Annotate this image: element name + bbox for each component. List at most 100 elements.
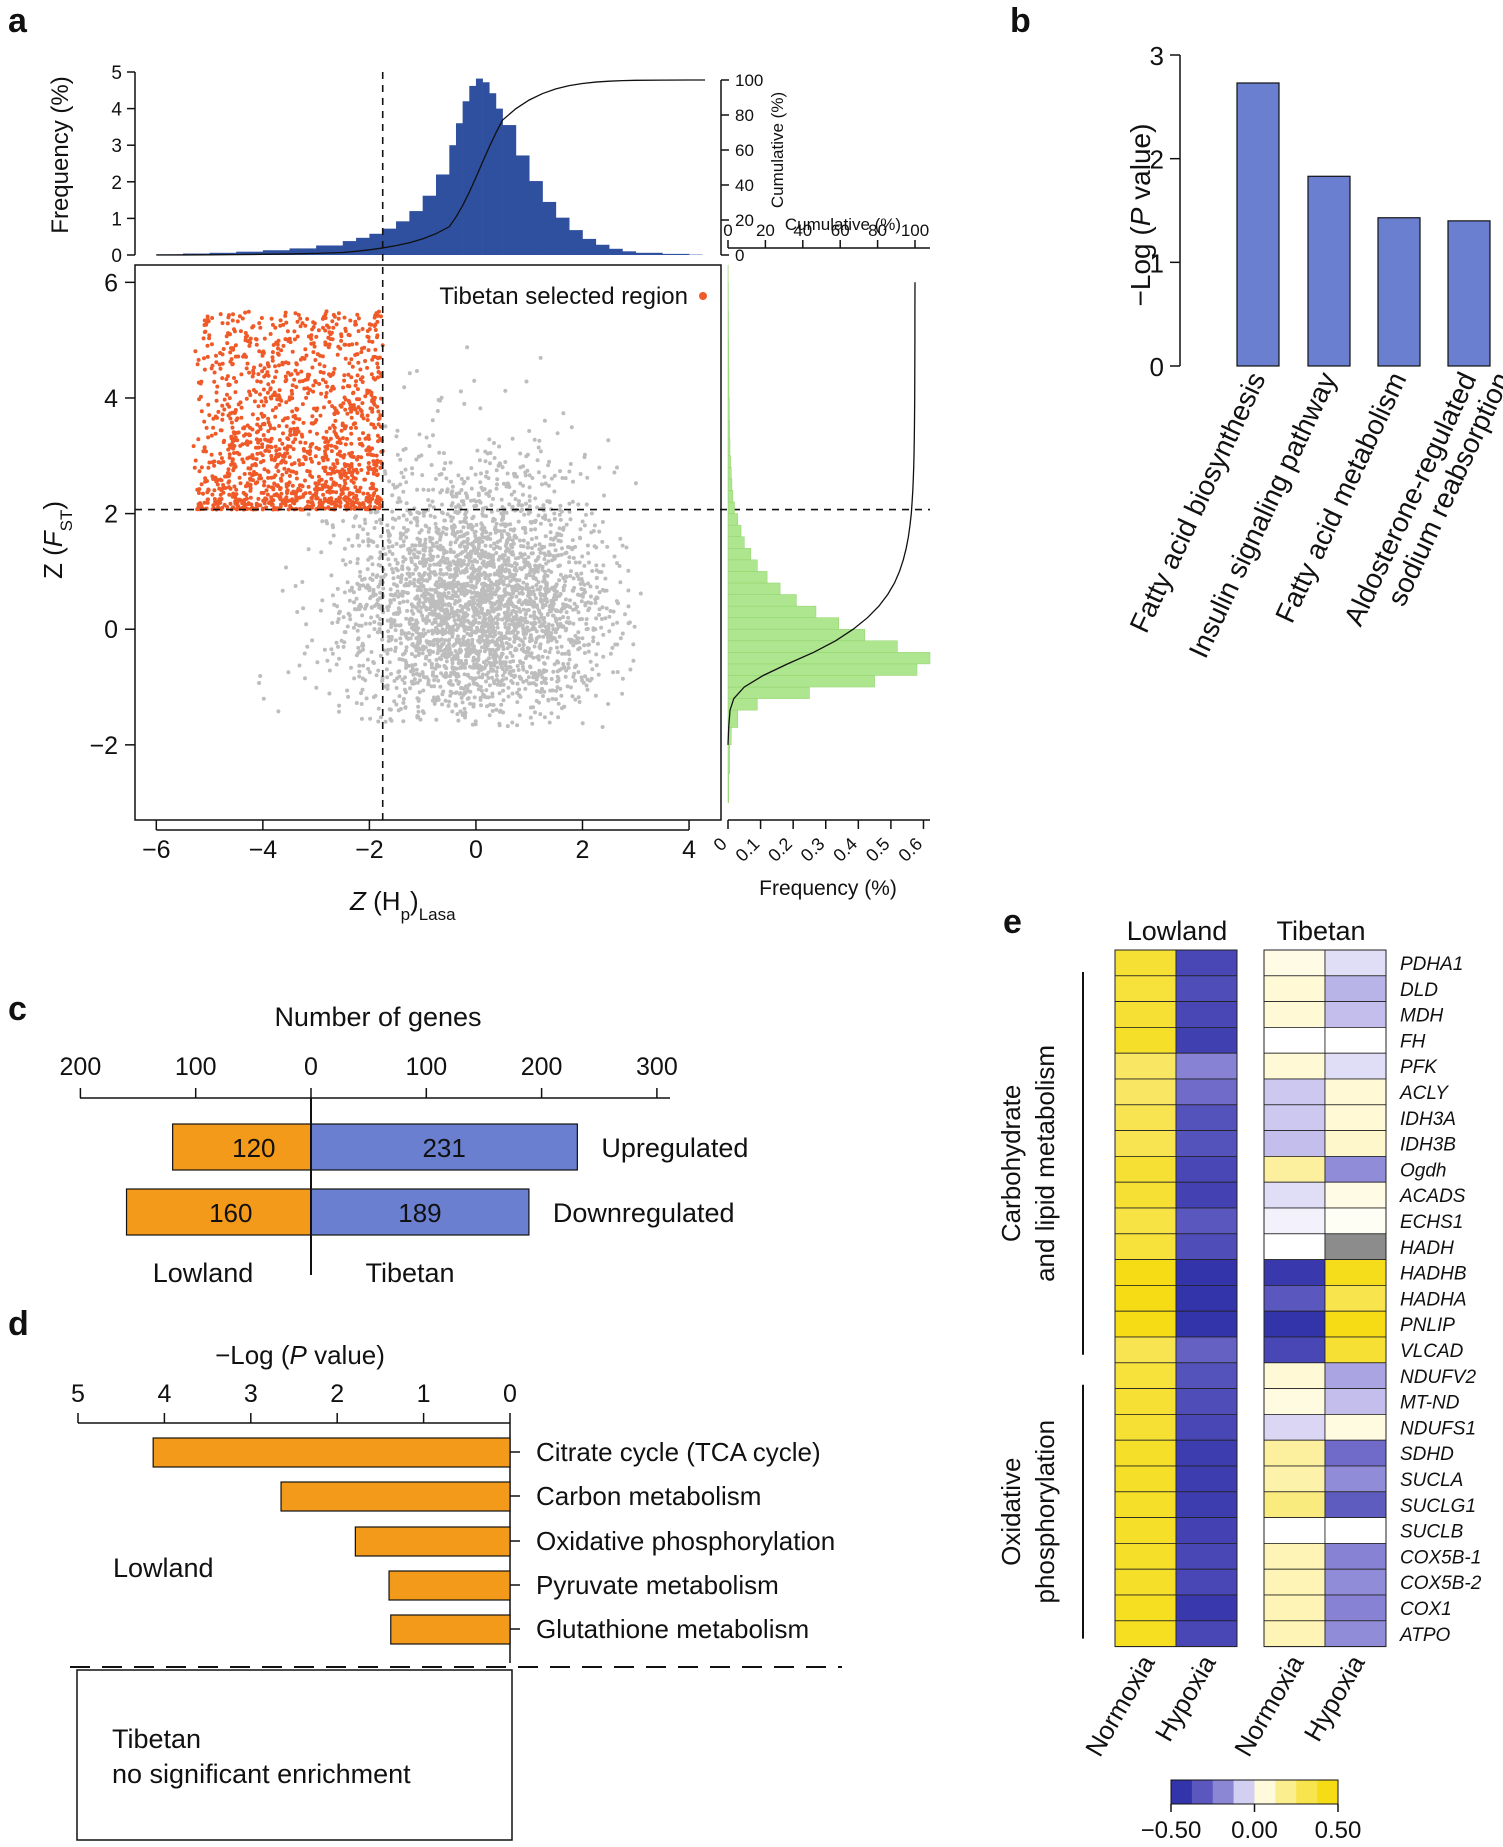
b-category-label: Fatty acid biosynthesis xyxy=(1124,367,1272,637)
heatmap-cell xyxy=(1175,1052,1238,1080)
right-bottom-tick-label: 0 xyxy=(710,834,731,855)
colorbar-segment xyxy=(1275,1780,1297,1804)
right-histogram-bar xyxy=(727,467,732,480)
heatmap-cell xyxy=(1175,1078,1238,1106)
heatmap-gene-label: SDHD xyxy=(1400,1444,1454,1465)
top-cumulative-curve xyxy=(156,79,706,256)
colorbar-segment xyxy=(1212,1780,1234,1804)
heatmap-cell xyxy=(1114,1594,1177,1622)
d-bar xyxy=(388,1570,511,1601)
d-title: −Log (P value) xyxy=(215,1340,385,1370)
c-bar-label-tibetan: 231 xyxy=(422,1133,465,1163)
scatter-x-ticks: −6 −4 −2 0 2 4 xyxy=(142,820,696,864)
heatmap-row-groups: Carbohydrate and lipid metabolism Oxidativ… xyxy=(996,972,1084,1639)
heatmap-cell xyxy=(1114,1052,1177,1080)
heatmap-cell xyxy=(1114,1078,1177,1106)
c-bar-label-lowland: 160 xyxy=(209,1198,252,1228)
top-right-tick-label: 100 xyxy=(735,71,763,90)
b-y-ticks: 0 1 2 3 xyxy=(1150,41,1180,382)
heatmap-gene-labels: PDHA1 DLD MDH FH PFK ACLY IDH3A IDH3B Ogdh ACADS E… xyxy=(1399,954,1482,1646)
b-bars xyxy=(1236,82,1491,367)
d-group-label: Lowland xyxy=(113,1553,214,1583)
right-bottom-tick-label: 0.5 xyxy=(862,834,894,866)
scatter-y-tick-label: 2 xyxy=(104,501,118,529)
heatmap-cell xyxy=(1263,1594,1326,1622)
panel-label-b: b xyxy=(1010,2,1031,40)
top-left-tick-label: 0 xyxy=(111,246,122,267)
top-right-tick-label: 80 xyxy=(735,106,754,125)
top-left-tick-label: 5 xyxy=(111,63,122,84)
heatmap-cell xyxy=(1263,1310,1326,1338)
heatmap-cell xyxy=(1324,1001,1387,1028)
right-histogram-bar xyxy=(727,513,739,526)
right-top-ticks: 0 20 40 60 80 100 xyxy=(723,221,929,248)
heatmap-cell xyxy=(1324,1285,1387,1312)
heatmap-row-group-label: and lipid metabolism xyxy=(1030,1045,1060,1282)
top-y2label: Cumulative (%) xyxy=(768,92,787,208)
scatter-xlabel: Z (Hp)Lasa xyxy=(349,886,456,924)
heatmap-cells xyxy=(1114,949,1387,1648)
top-histogram-bar xyxy=(435,174,450,255)
panel-e-heatmap: Lowland Tibetan PDHA1 DLD MDH FH PFK ACLY IDH3… xyxy=(996,916,1482,1844)
heatmap-cell xyxy=(1324,1336,1387,1364)
scatter-series-selected xyxy=(191,309,385,512)
right-histogram-bar xyxy=(727,559,758,572)
top-histogram-bar xyxy=(455,123,463,256)
top-left-tick-label: 3 xyxy=(111,136,122,157)
heatmap-cell xyxy=(1175,1104,1238,1132)
top-histogram-bar xyxy=(369,233,384,255)
heatmap-cell xyxy=(1114,1620,1177,1648)
heatmap-cell xyxy=(1324,1439,1387,1467)
right-bottom-ticks: 0 0.1 0.2 0.3 0.4 0.5 0.6 xyxy=(710,820,926,866)
d-bar xyxy=(152,1437,511,1468)
heatmap-cell xyxy=(1324,1052,1387,1080)
top-histogram-bar xyxy=(449,145,457,255)
heatmap-cell xyxy=(1324,1362,1387,1390)
heatmap-gene-label: PNLIP xyxy=(1400,1315,1455,1336)
heatmap-gene-label: VLCAD xyxy=(1400,1341,1464,1362)
d-bars: Citrate cycle (TCA cycle) Carbon metaboli… xyxy=(152,1437,835,1645)
top-histogram-bar xyxy=(396,221,410,255)
top-histogram-bar xyxy=(609,248,623,255)
top-histogram-bar xyxy=(209,252,237,255)
right-top-tick-label: 60 xyxy=(831,221,850,240)
heatmap-gene-label: COX5B-1 xyxy=(1400,1547,1481,1568)
heatmap-cell xyxy=(1175,1594,1238,1622)
top-right-tick-label: 40 xyxy=(735,176,754,195)
heatmap-cell xyxy=(1175,1491,1238,1519)
scatter-series-other xyxy=(257,345,643,729)
heatmap-cell xyxy=(1324,1027,1387,1054)
heatmap-cell xyxy=(1175,1156,1238,1183)
right-cumulative-curve xyxy=(727,282,916,745)
heatmap-colorbar: −0.50 0.00 0.50 xyxy=(1141,1779,1361,1844)
c-x-tick-label: 100 xyxy=(405,1053,447,1081)
c-bar-lowland xyxy=(172,1123,312,1171)
heatmap-cell xyxy=(1324,1388,1387,1415)
heatmap-cell xyxy=(1175,1543,1238,1570)
heatmap-gene-label: PFK xyxy=(1400,1057,1438,1078)
heatmap-cell xyxy=(1324,949,1387,977)
heatmap-cell xyxy=(1114,1388,1177,1415)
right-histogram-bar xyxy=(727,397,730,422)
top-histogram-bar xyxy=(502,125,517,255)
heatmap-gene-label: COX1 xyxy=(1400,1599,1452,1620)
top-histogram-bar xyxy=(582,238,597,255)
heatmap-cell xyxy=(1114,1104,1177,1132)
heatmap-cell xyxy=(1263,1130,1326,1157)
top-left-tick-label: 1 xyxy=(111,209,122,230)
d-note-box xyxy=(76,1669,513,1841)
heatmap-gene-label: HADHA xyxy=(1400,1289,1467,1310)
right-histogram-bar xyxy=(727,605,817,618)
heatmap-row-group-label: Carbohydrate xyxy=(996,1085,1026,1243)
d-bar xyxy=(354,1526,511,1557)
heatmap-cell xyxy=(1114,1156,1177,1183)
heatmap-gene-label: HADHB xyxy=(1400,1264,1467,1285)
c-category-label: Upregulated xyxy=(601,1133,748,1163)
top-histogram-bar xyxy=(595,244,610,255)
d-note-line-2: no significant enrichment xyxy=(112,1759,411,1789)
heatmap-cell xyxy=(1324,1310,1387,1338)
scatter-x-tick-label: 0 xyxy=(469,836,483,864)
